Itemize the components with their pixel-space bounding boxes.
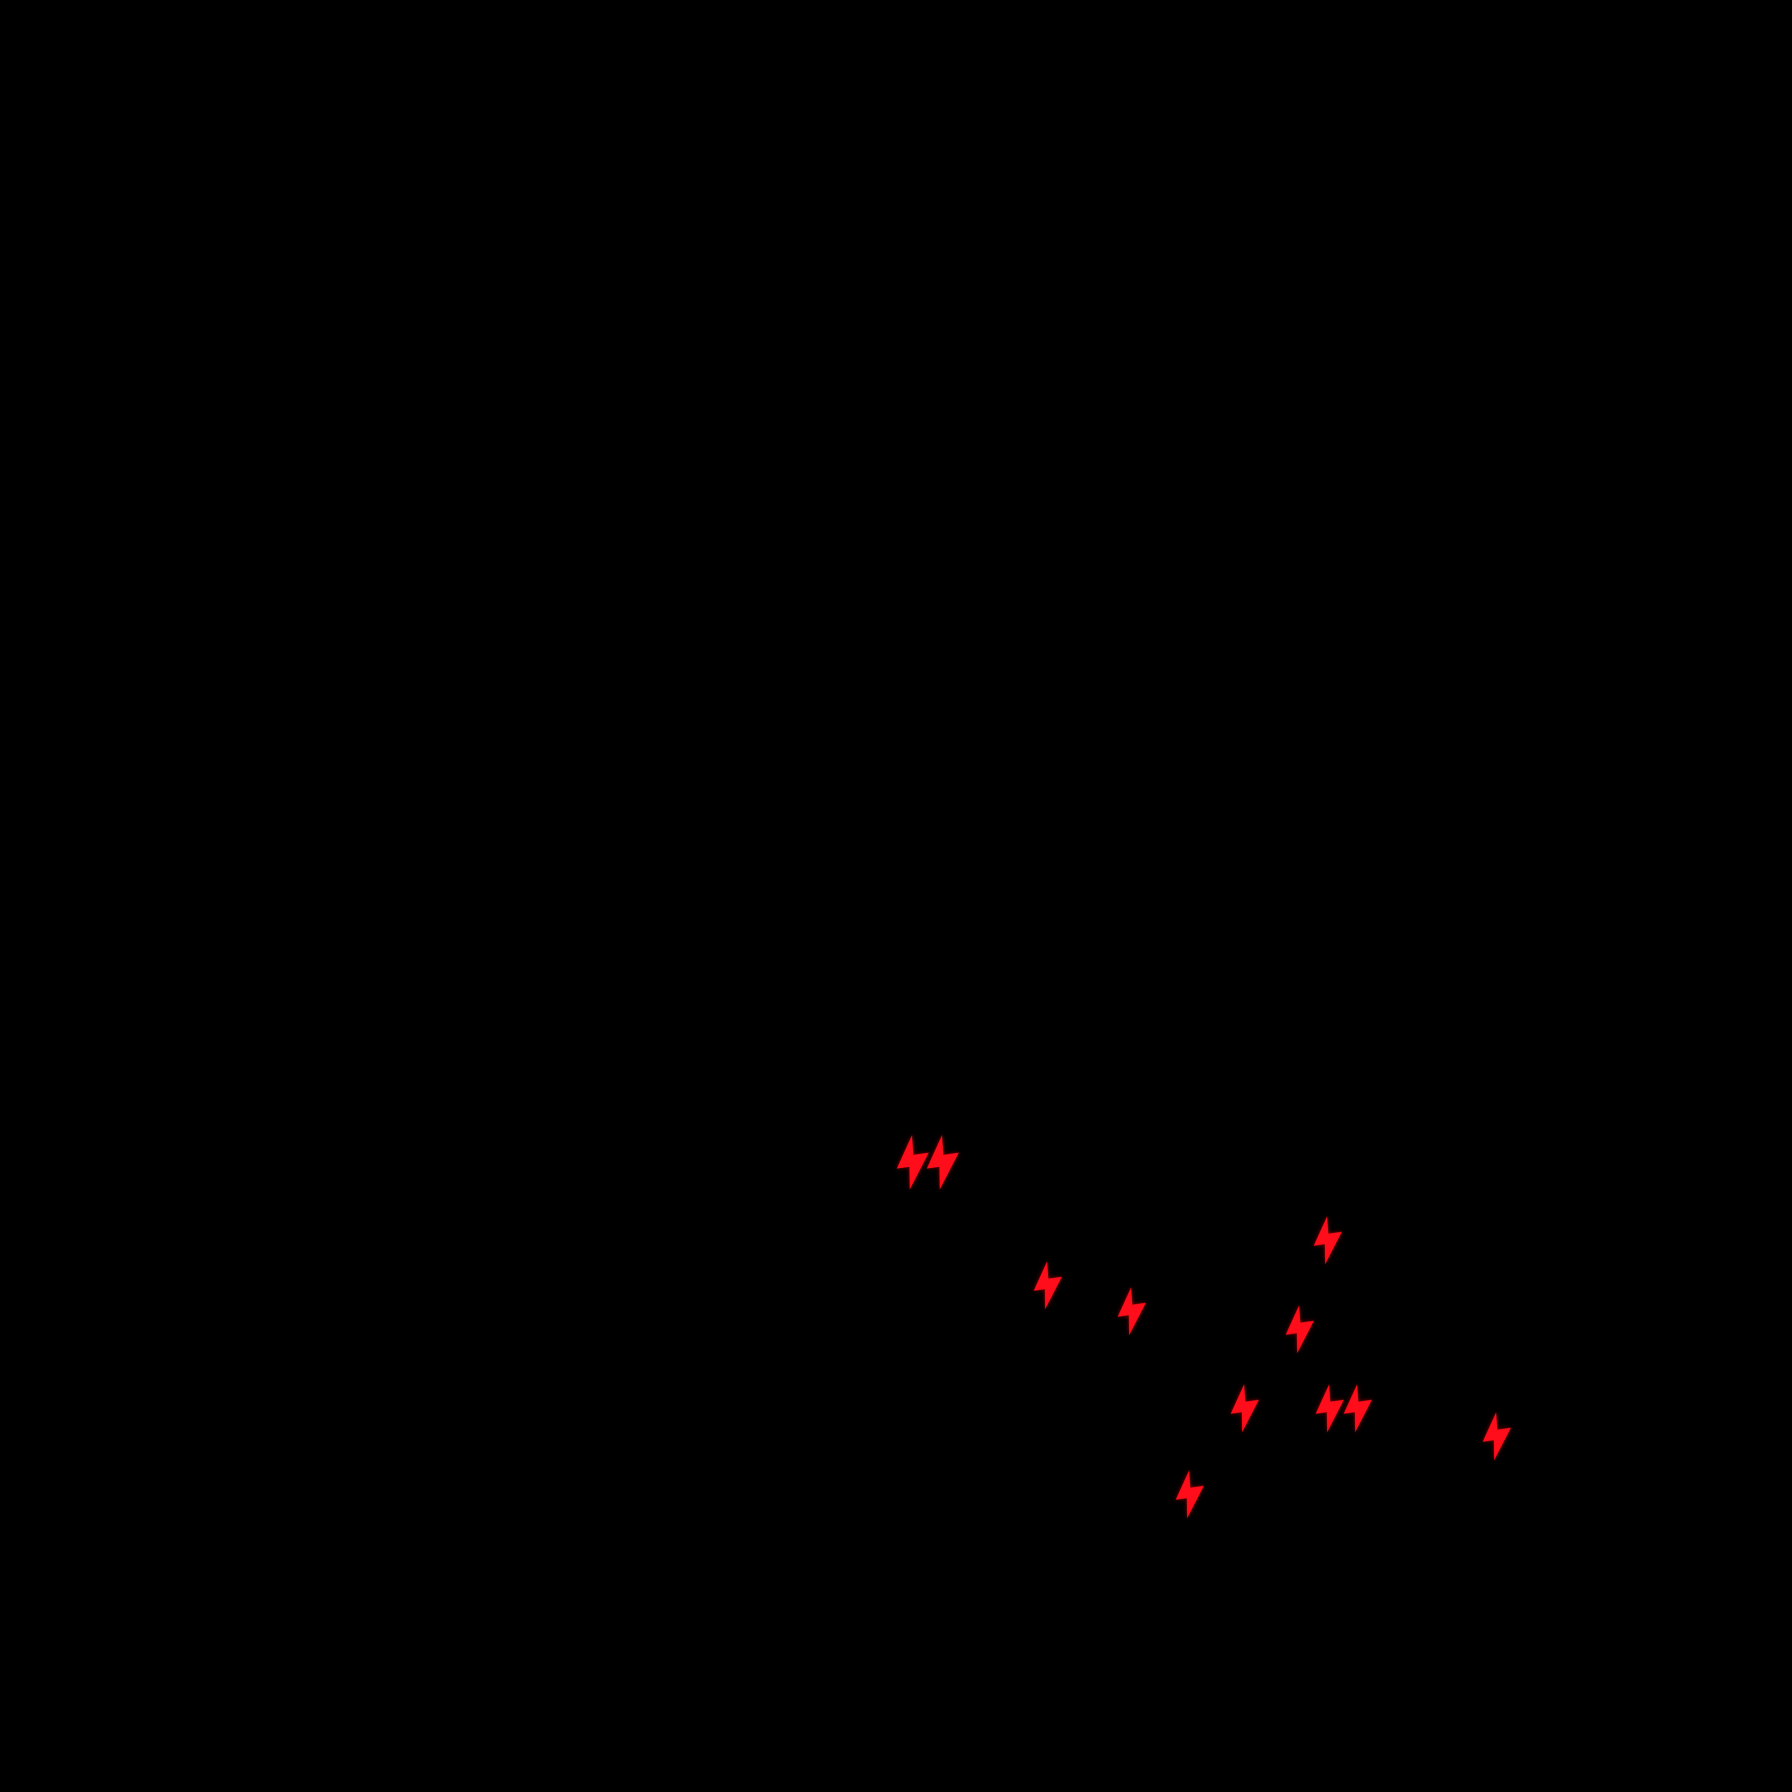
lightning-bolt-icon — [1114, 1285, 1150, 1337]
lightning-bolt-icon — [1227, 1382, 1263, 1434]
lightning-bolt-icon — [1310, 1214, 1346, 1266]
lightning-bolt-icon — [1340, 1382, 1376, 1434]
lightning-bolt-icon — [1172, 1468, 1208, 1520]
scene-root — [0, 0, 1792, 1792]
lightning-bolt-icon — [1479, 1410, 1515, 1462]
lightning-bolt-icon — [922, 1133, 963, 1192]
lightning-bolt-icon — [1030, 1259, 1066, 1311]
lightning-bolt-icon — [1282, 1303, 1318, 1355]
